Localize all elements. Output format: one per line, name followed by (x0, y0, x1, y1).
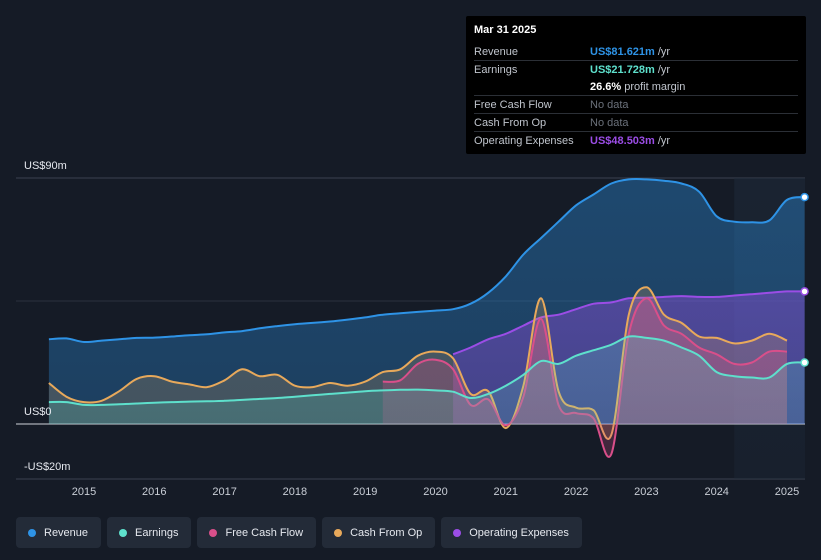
revenue-dot-icon (28, 528, 36, 537)
revenue-end-marker (800, 192, 809, 202)
free-cash-flow-dot-icon (209, 528, 218, 537)
tooltip-row-cfo: Cash From Op No data (474, 113, 798, 131)
operating-expenses-dot-icon (453, 528, 462, 537)
tooltip-date: Mar 31 2025 (474, 24, 537, 36)
tooltip-opex-unit: /yr (657, 134, 671, 147)
tooltip-cfo-label: Cash From Op (474, 116, 547, 129)
x-tick-label-2024: 2024 (704, 486, 728, 498)
x-tick-label-2021: 2021 (494, 486, 518, 498)
tooltip-earnings-label: Earnings (474, 63, 518, 76)
tooltip: Mar 31 2025 Revenue US$81.621m /yr Earni… (466, 16, 806, 154)
axes: US$90m US$0 -US$20m 2015 2016 2017 2018 2019 202… (24, 160, 799, 498)
opex-end-marker (800, 287, 809, 296)
legend-label-free-cash-flow: Free Cash Flow (225, 526, 304, 539)
tooltip-revenue-value: US$81.621m (590, 45, 655, 58)
tooltip-row-revenue: Revenue US$81.621m /yr (474, 43, 798, 60)
tooltip-revenue-unit: /yr (657, 45, 671, 58)
y-tick-label: US$90m (24, 160, 67, 172)
x-tick-label-2015: 2015 (72, 486, 96, 498)
x-tick-label-2016: 2016 (142, 486, 166, 498)
tooltip-fcf-label: Free Cash Flow (474, 98, 552, 111)
tooltip-row-margin: 26.6% profit margin (474, 78, 798, 95)
series-layer (48, 178, 805, 458)
x-tick-label-2025: 2025 (775, 486, 799, 498)
x-tick-label-2018: 2018 (283, 486, 307, 498)
tooltip-row-opex: Operating Expenses US$48.503m /yr (474, 131, 798, 149)
y-tick-label: -US$20m (24, 461, 70, 473)
earnings-dot-icon (119, 528, 128, 537)
x-tick-label-2023: 2023 (634, 486, 658, 498)
tooltip-row-earnings: Earnings US$21.728m /yr (474, 60, 798, 78)
tooltip-margin-text: profit margin (624, 80, 686, 93)
tooltip-row-fcf: Free Cash Flow No data (474, 95, 798, 113)
x-tick-label-2020: 2020 (423, 486, 447, 498)
tooltip-opex-value: US$48.503m (590, 134, 655, 147)
x-tick-label-2022: 2022 (564, 486, 588, 498)
legend-label-operating-expenses: Operating Expenses (469, 526, 569, 539)
earnings-line (48, 335, 805, 407)
earnings-area (48, 336, 805, 424)
x-tick-label-2017: 2017 (212, 486, 236, 498)
legend-label-revenue: Revenue (44, 526, 89, 539)
opex-line (452, 290, 805, 356)
cfo-line (48, 286, 788, 440)
tooltip-margin-value: 26.6% (590, 80, 622, 93)
tooltip-opex-label: Operating Expenses (474, 134, 574, 147)
cash-from-op-dot-icon (334, 528, 343, 537)
revenue-line (48, 178, 805, 344)
legend-item-free-cash-flow[interactable]: Free Cash Flow (197, 517, 317, 548)
tooltip-cfo-value: No data (590, 116, 629, 129)
legend: Revenue Earnings Free Cash Flow Cash Fro… (16, 517, 582, 548)
legend-item-earnings[interactable]: Earnings (107, 517, 192, 548)
tooltip-revenue-label: Revenue (474, 45, 519, 58)
legend-item-cash-from-op[interactable]: Cash From Op (322, 517, 436, 548)
legend-label-cash-from-op: Cash From Op (350, 526, 423, 539)
earnings-end-marker (800, 358, 809, 367)
legend-item-operating-expenses[interactable]: Operating Expenses (441, 517, 582, 548)
tooltip-earnings-unit: /yr (657, 63, 671, 76)
legend-label-earnings: Earnings (135, 526, 179, 539)
legend-item-revenue[interactable]: Revenue (16, 517, 102, 548)
x-tick-label-2019: 2019 (353, 486, 377, 498)
tooltip-earnings-value: US$21.728m (590, 63, 655, 76)
marker-layer (800, 192, 809, 367)
y-tick-label: US$0 (24, 406, 52, 418)
tooltip-fcf-value: No data (590, 98, 629, 111)
